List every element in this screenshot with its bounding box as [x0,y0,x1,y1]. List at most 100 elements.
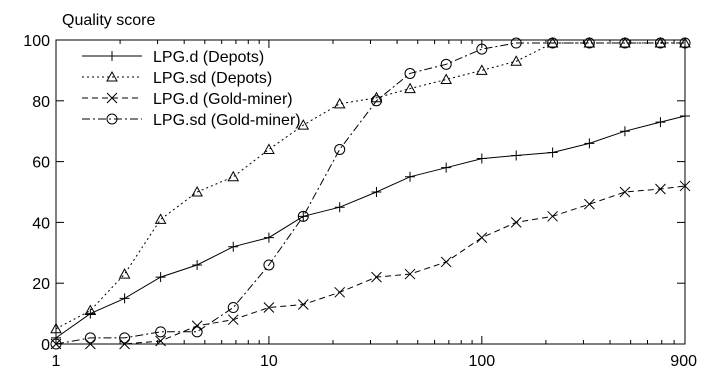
y-axis-label: Quality score [62,12,155,29]
data-point-plus [192,259,203,270]
data-point-plus [619,126,630,137]
data-point-plus [511,150,522,161]
data-point-circle [119,332,131,344]
data-point-plus [119,293,130,304]
x-tick-label: 1 [52,353,61,370]
series-group [50,37,691,350]
data-point-circle [155,326,167,338]
series-line [56,185,686,345]
data-point-plus [263,232,274,243]
data-point-cross [155,335,166,347]
legend-label: LPG.sd (Gold-miner) [153,112,301,129]
data-point-plus [441,162,452,173]
axis-ticks: 0 20 40 60 80 100 1 10 100 900 [23,33,697,370]
data-point-cross [679,180,691,192]
data-point-circle [334,143,346,155]
data-point-triangle [475,64,488,75]
data-point-plus [655,117,666,128]
data-point-circle [440,58,452,70]
data-point-plus [547,147,558,158]
data-point-cross [297,299,309,310]
data-point-cross [227,314,239,326]
data-point-circle [679,37,691,49]
data-point-triangle [84,304,97,316]
legend-label: LPG.d (Gold-miner) [153,91,293,108]
legend: LPG.d (Depots) LPG.sd (Depots) LPG.d (Gold… [82,49,301,129]
data-point-plus [584,138,595,149]
legend-marker-circle [106,113,118,125]
data-point-triangle [333,97,346,109]
series-3 [50,180,691,350]
data-point-plus [155,272,166,283]
data-point-plus [334,202,345,213]
legend-marker-plus [107,51,117,61]
x-tick-label: 900 [670,353,697,370]
data-point-plus [371,187,382,197]
data-point-cross [584,198,595,210]
data-point-triangle [191,185,203,197]
data-point-triangle [50,322,62,334]
data-point-triangle [154,213,167,224]
data-point-circle [510,37,522,49]
data-point-triangle [297,119,310,130]
y-tick-label: 20 [32,276,50,293]
data-point-circle [263,259,275,271]
data-point-cross [371,271,382,283]
data-point-circle [476,43,488,55]
data-point-cross [404,268,416,280]
data-point-cross [510,217,522,228]
data-point-cross [263,302,275,313]
data-point-cross [334,286,346,298]
y-tick-label: 60 [32,155,50,172]
legend-label: LPG.d (Depots) [153,49,264,66]
legend-label: LPG.sd (Depots) [153,70,272,87]
series-2 [50,37,691,334]
data-point-plus [476,153,487,164]
data-point-circle [547,37,559,49]
data-point-circle [619,37,631,49]
data-point-circle [404,67,416,79]
series-4 [50,37,691,350]
series-line [55,42,685,345]
data-point-triangle [440,73,453,85]
data-point-triangle [263,143,275,154]
data-point-plus [85,308,96,319]
data-point-cross [119,338,130,350]
data-point-circle [50,338,62,350]
data-point-cross [85,338,96,350]
series-line [55,115,686,339]
data-point-triangle [619,37,631,48]
data-point-cross [476,232,488,243]
data-point-circle [84,332,96,344]
data-point-circle [654,37,666,49]
legend-marker-triangle [106,70,118,82]
series-1 [51,111,690,343]
y-tick-label: 40 [32,215,50,232]
data-point-triangle [118,268,131,279]
legend-marker-cross [106,92,118,104]
data-point-cross [655,183,666,195]
data-point-plus [680,111,690,121]
data-point-triangle [370,91,383,103]
data-point-circle [297,210,309,222]
data-point-circle [191,326,203,338]
plot-frame [55,39,686,345]
data-point-circle [583,37,595,49]
data-point-circle [370,95,382,107]
data-point-cross [547,210,558,222]
series-line [55,42,685,330]
data-point-plus [405,171,416,182]
data-point-cross [440,256,452,268]
y-tick-label: 0 [41,337,50,354]
x-tick-label: 10 [260,353,278,370]
data-point-cross [619,186,631,198]
data-point-circle [227,302,239,314]
x-tick-label: 100 [468,353,495,370]
y-tick-label: 100 [23,33,50,50]
data-point-plus [51,332,61,343]
data-point-plus [228,241,239,252]
data-point-triangle [404,82,416,94]
data-point-triangle [227,170,240,182]
data-point-triangle [510,55,523,66]
